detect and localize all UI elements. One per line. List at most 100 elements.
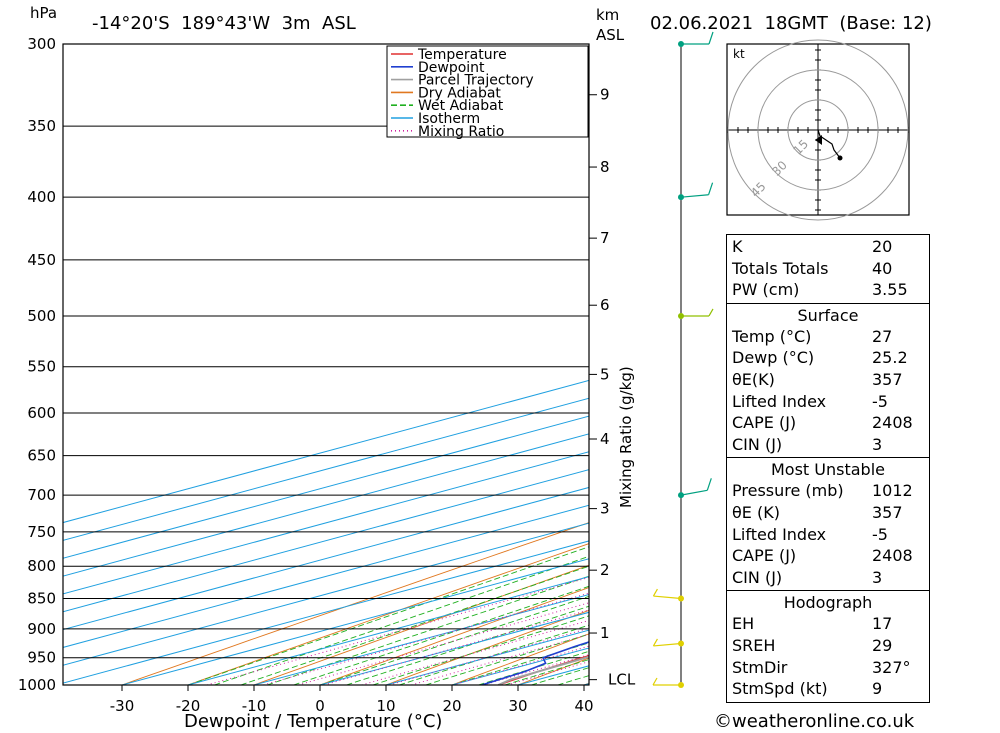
storm-motion-marker [815, 135, 822, 145]
height-tick-label: 3 [600, 500, 610, 518]
index-row: CIN (J) 3 [727, 434, 929, 456]
isotherm [63, 469, 589, 613]
index-value: 357 [872, 369, 903, 389]
x-tick-label: 10 [376, 697, 395, 715]
index-value: 3 [872, 434, 883, 454]
pressure-tick-label: 950 [27, 649, 56, 667]
isotherm [63, 486, 589, 631]
wind-barb [680, 194, 709, 198]
index-label: CAPE (J) [732, 546, 797, 566]
isotherm [63, 433, 589, 577]
index-label: θE(K) [732, 369, 775, 389]
pressure-tick-label: 650 [27, 447, 56, 465]
index-label: SREH [732, 635, 776, 655]
legend-entry: Dewpoint [418, 60, 485, 76]
pressure-tick-label: 400 [27, 188, 56, 206]
height-tick-label: 9 [600, 86, 610, 104]
index-row: θE (K) 357 [727, 502, 929, 524]
index-row: CAPE (J) 2408 [727, 545, 929, 567]
legend-entry: Mixing Ratio [418, 124, 504, 140]
section-title: Most Unstable [771, 460, 885, 480]
index-value: 2408 [872, 546, 913, 566]
wind-barb [680, 489, 708, 496]
pressure-tick-label: 600 [27, 404, 56, 422]
index-row: CIN (J) 3 [727, 567, 929, 589]
index-label: CAPE (J) [732, 413, 797, 433]
x-tick-label: 30 [508, 697, 527, 715]
pressure-tick-label: 350 [27, 117, 56, 135]
x-tick-label: 40 [574, 697, 593, 715]
wind-barb-flag [652, 588, 658, 597]
height-unit-km: km [596, 6, 619, 24]
index-value: -5 [872, 391, 888, 411]
isotherm [121, 558, 589, 685]
legend-entry: Temperature [417, 47, 507, 63]
index-value: 2408 [872, 413, 913, 433]
index-value: 20 [872, 237, 893, 256]
index-value: 40 [872, 258, 893, 278]
wind-barb-flag [708, 308, 714, 317]
wind-barb [653, 595, 682, 600]
x-axis-title: Dewpoint / Temperature (°C) [184, 711, 442, 732]
most-unstable-section: Most Unstable Pressure (mb) 1012 θE (K) 35… [727, 458, 929, 592]
dry-adiabat [253, 564, 589, 685]
index-label: Lifted Index [732, 524, 827, 544]
index-row: Pressure (mb) 1012 [727, 480, 929, 502]
datetime-label: 02.06.2021 18GMT (Base: 12) [650, 13, 932, 34]
pressure-tick-label: 1000 [18, 676, 56, 694]
wet-adiabat [214, 555, 589, 685]
hodograph-ring [757, 69, 879, 191]
index-row: EH 17 [727, 613, 929, 635]
x-tick-label: 0 [315, 697, 325, 715]
index-label: Totals Totals [732, 258, 829, 278]
height-tick-label: 6 [600, 296, 610, 314]
isotherm [63, 540, 589, 684]
index-label: Temp (°C) [732, 326, 812, 346]
wet-adiabat [319, 595, 589, 685]
index-row: PW (cm) 3.55 [727, 279, 929, 301]
pressure-tick-label: 750 [27, 523, 56, 541]
index-row: CAPE (J) 2408 [727, 412, 929, 434]
index-value: 3.55 [872, 280, 908, 300]
index-value: 9 [872, 679, 883, 699]
wet-adiabat [346, 605, 589, 685]
dry-adiabat [121, 522, 589, 685]
index-row: θE(K) 357 [727, 369, 929, 391]
index-row: Lifted Index -5 [727, 524, 929, 546]
hodograph-ring [787, 99, 849, 161]
isotherm [63, 451, 589, 595]
index-value: 357 [872, 502, 903, 522]
index-label: PW (cm) [732, 280, 800, 300]
height-tick-label: 1 [600, 624, 610, 642]
hodograph-unit: kt [733, 47, 745, 61]
x-tick-label: -20 [176, 697, 201, 715]
pressure-tick-label: 550 [27, 358, 56, 376]
index-row: Temp (°C) 27 [727, 326, 929, 348]
wind-barb [653, 642, 682, 647]
index-label: Dewp (°C) [732, 348, 815, 368]
index-row: Dewp (°C) 25.2 [727, 347, 929, 369]
index-row: Totals Totals 40 [727, 258, 929, 280]
legend-entry: Wet Adiabat [418, 98, 504, 114]
index-label: StmSpd (kt) [732, 679, 828, 699]
hodograph-section: Hodograph EH 17 SREH 29 StmDir 327° StmSpd … [727, 591, 929, 701]
isotherm [63, 504, 589, 648]
copyright: ©weatheronline.co.uk [714, 711, 915, 732]
pressure-tick-label: 900 [27, 620, 56, 638]
x-tick-label: -30 [110, 697, 135, 715]
isotherm [63, 522, 589, 666]
index-value: 1012 [872, 481, 913, 501]
hodograph-endpoint [837, 155, 843, 161]
pressure-tick-label: 700 [27, 486, 56, 504]
axes: 3003504004505005506006507007508008509009… [18, 35, 636, 715]
wind-barb-flag [708, 31, 714, 45]
index-label: K [732, 237, 743, 256]
height-tick-label: 5 [600, 365, 610, 383]
pressure-tick-label: 500 [27, 307, 56, 325]
index-value: 327° [872, 657, 911, 677]
wind-barb-flag [652, 638, 658, 647]
index-value: 17 [872, 614, 893, 634]
plot-frame [62, 43, 590, 686]
